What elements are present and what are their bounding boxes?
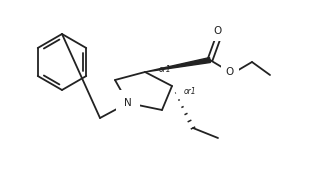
Text: or1: or1 [159,65,172,74]
Text: O: O [214,26,222,36]
Text: N: N [124,98,132,108]
Text: or1: or1 [184,87,197,96]
Polygon shape [145,58,211,72]
Text: O: O [226,67,234,77]
